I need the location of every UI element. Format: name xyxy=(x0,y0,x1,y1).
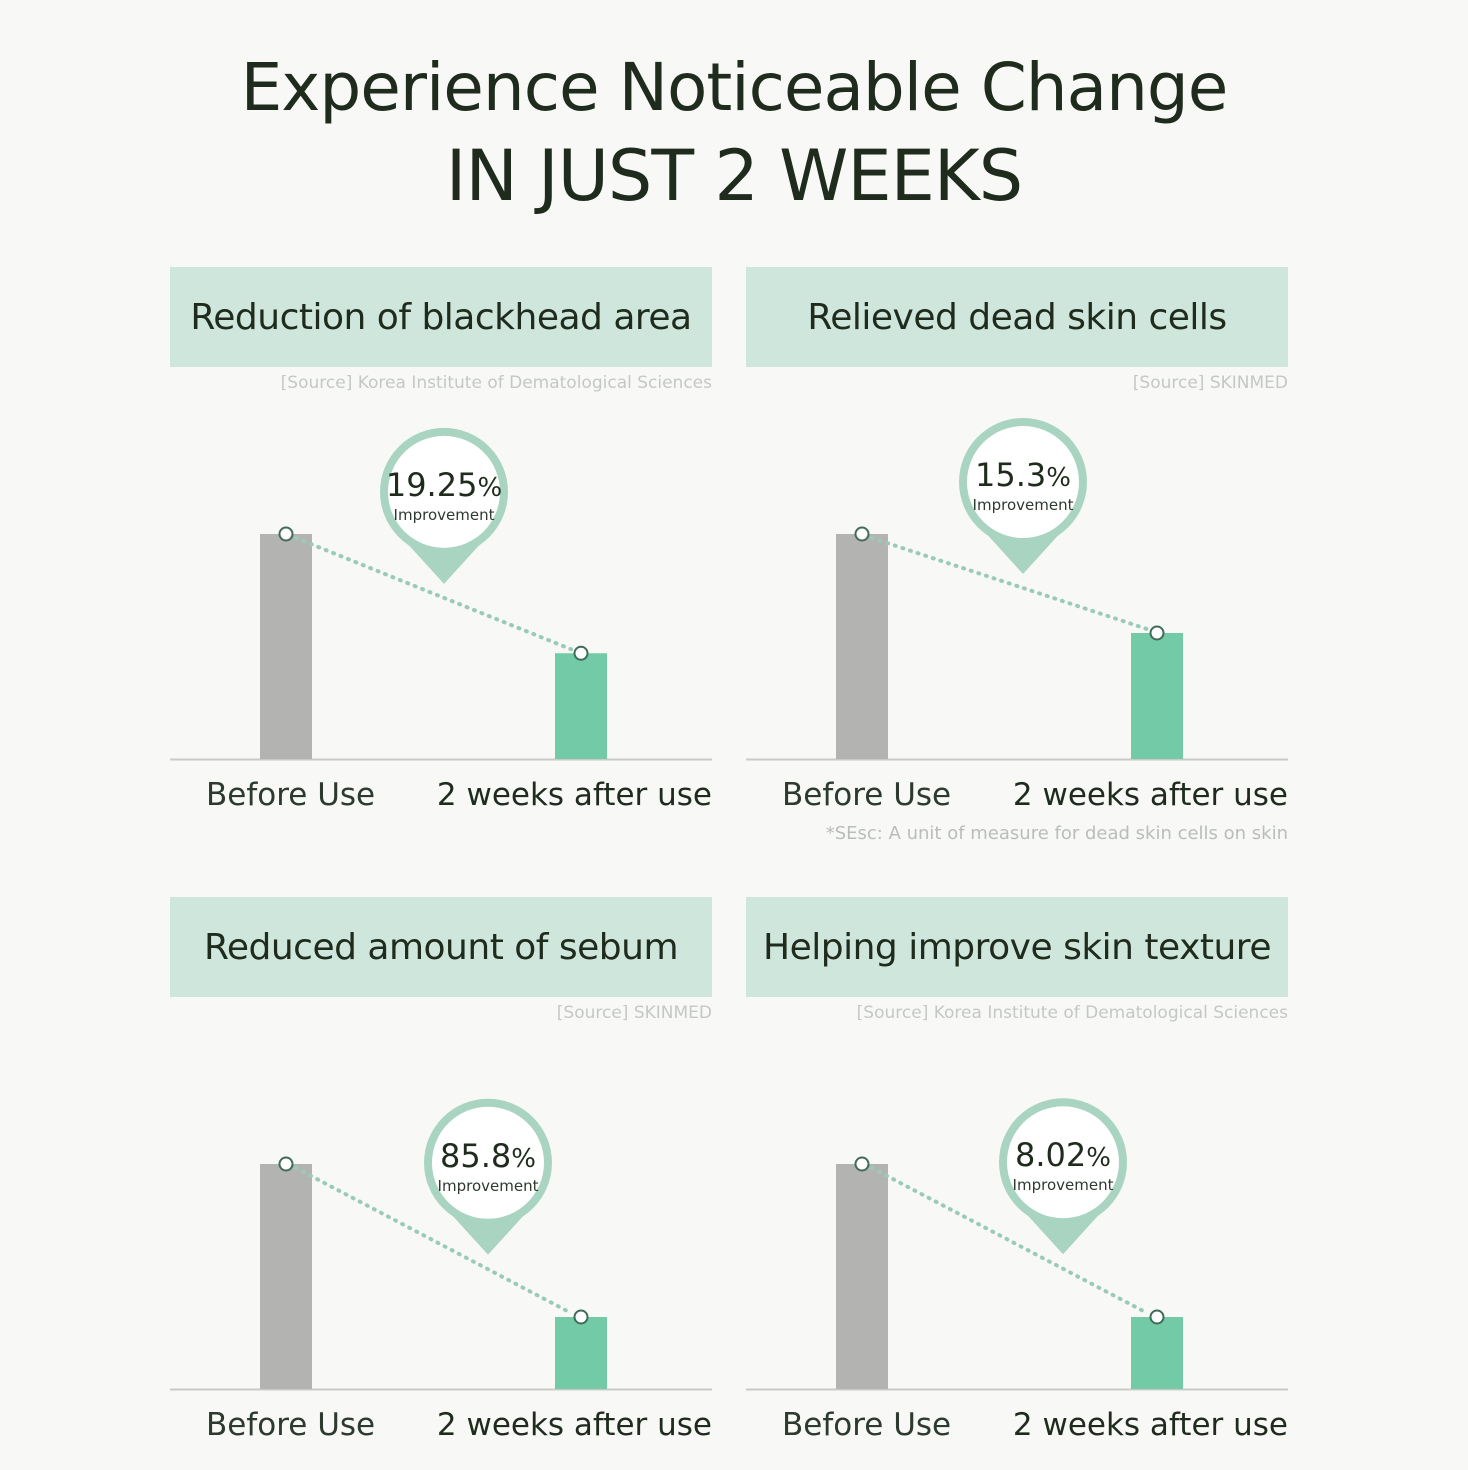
x-tick-label-after: 2 weeks after use xyxy=(436,1407,712,1443)
chart-panel-texture: Helping improve skin texture [Source] Ko… xyxy=(746,897,1288,1443)
bar-after-use xyxy=(555,1317,607,1389)
data-point-after xyxy=(1149,1309,1165,1325)
headline-line-2: IN JUST 2 WEEKS xyxy=(445,135,1023,217)
bar-chart: 19.25% Improvement xyxy=(170,427,712,761)
bar-before-use xyxy=(260,534,312,759)
trend-dotted-line xyxy=(294,536,573,652)
source-note: [Source] SKINMED xyxy=(556,1003,712,1023)
headline: Experience Noticeable Change IN JUST 2 W… xyxy=(0,44,1468,220)
x-tick-label-after: 2 weeks after use xyxy=(436,777,712,813)
bar-after-use xyxy=(1131,633,1183,759)
data-point-after xyxy=(573,1309,589,1325)
panel-title: Relieved dead skin cells xyxy=(746,267,1288,367)
badge-face xyxy=(1007,1106,1119,1219)
bar-before-use xyxy=(836,1164,888,1389)
bar-before-use xyxy=(260,1164,312,1389)
badge-face xyxy=(967,426,1079,539)
data-point-before xyxy=(278,1156,294,1172)
data-point-before xyxy=(278,526,294,542)
improvement-percentage: 8.02% xyxy=(1015,1136,1111,1174)
data-point-after xyxy=(1149,625,1165,641)
x-tick-label-before: Before Use xyxy=(206,1407,376,1443)
source-note: [Source] Korea Institute of Dematologica… xyxy=(280,373,712,393)
improvement-label: Improvement xyxy=(438,1177,539,1195)
data-point-after xyxy=(573,645,589,661)
improvement-badge: 85.8% Improvement xyxy=(424,1098,552,1255)
x-tick-label-before: Before Use xyxy=(206,777,376,813)
panel-title: Reduced amount of sebum xyxy=(170,897,712,997)
improvement-label: Improvement xyxy=(1013,1176,1114,1194)
chart-panel-dead-skin: Relieved dead skin cells [Source] SKINME… xyxy=(746,267,1288,844)
chart-panel-sebum: Reduced amount of sebum [Source] SKINMED… xyxy=(170,897,712,1443)
improvement-percentage: 15.3% xyxy=(975,456,1071,494)
x-tick-label-after: 2 weeks after use xyxy=(1012,1407,1288,1443)
panel-title: Helping improve skin texture xyxy=(746,897,1288,997)
trend-dotted-line xyxy=(870,536,1149,631)
source-note: [Source] Korea Institute of Dematologica… xyxy=(856,1003,1288,1023)
bar-chart: 85.8% Improvement xyxy=(170,1098,712,1391)
headline-line-1: Experience Noticeable Change xyxy=(240,49,1229,126)
x-tick-label-after: 2 weeks after use xyxy=(1012,777,1288,813)
bar-after-use xyxy=(555,653,607,759)
bar-chart: 15.3% Improvement xyxy=(746,418,1288,761)
improvement-badge: 15.3% Improvement xyxy=(959,418,1087,575)
panel-title: Reduction of blackhead area xyxy=(170,267,712,367)
improvement-label: Improvement xyxy=(394,506,495,524)
bar-before-use xyxy=(836,534,888,759)
badge-face xyxy=(432,1106,544,1219)
improvement-percentage: 85.8% xyxy=(440,1137,536,1175)
data-point-before xyxy=(854,526,870,542)
bar-after-use xyxy=(1131,1317,1183,1389)
footnote: *SEsc: A unit of measure for dead skin c… xyxy=(825,823,1288,844)
bar-chart: 8.02% Improvement xyxy=(746,1098,1288,1391)
improvement-badge: 8.02% Improvement xyxy=(999,1098,1127,1255)
x-tick-label-before: Before Use xyxy=(782,777,952,813)
x-tick-label-before: Before Use xyxy=(782,1407,952,1443)
badge-face xyxy=(388,435,500,548)
source-note: [Source] SKINMED xyxy=(1132,373,1288,393)
improvement-badge: 19.25% Improvement xyxy=(380,427,508,584)
chart-panel-blackhead: Reduction of blackhead area [Source] Kor… xyxy=(170,267,712,813)
data-point-before xyxy=(854,1156,870,1172)
improvement-percentage: 19.25% xyxy=(386,466,502,504)
improvement-label: Improvement xyxy=(973,496,1074,514)
